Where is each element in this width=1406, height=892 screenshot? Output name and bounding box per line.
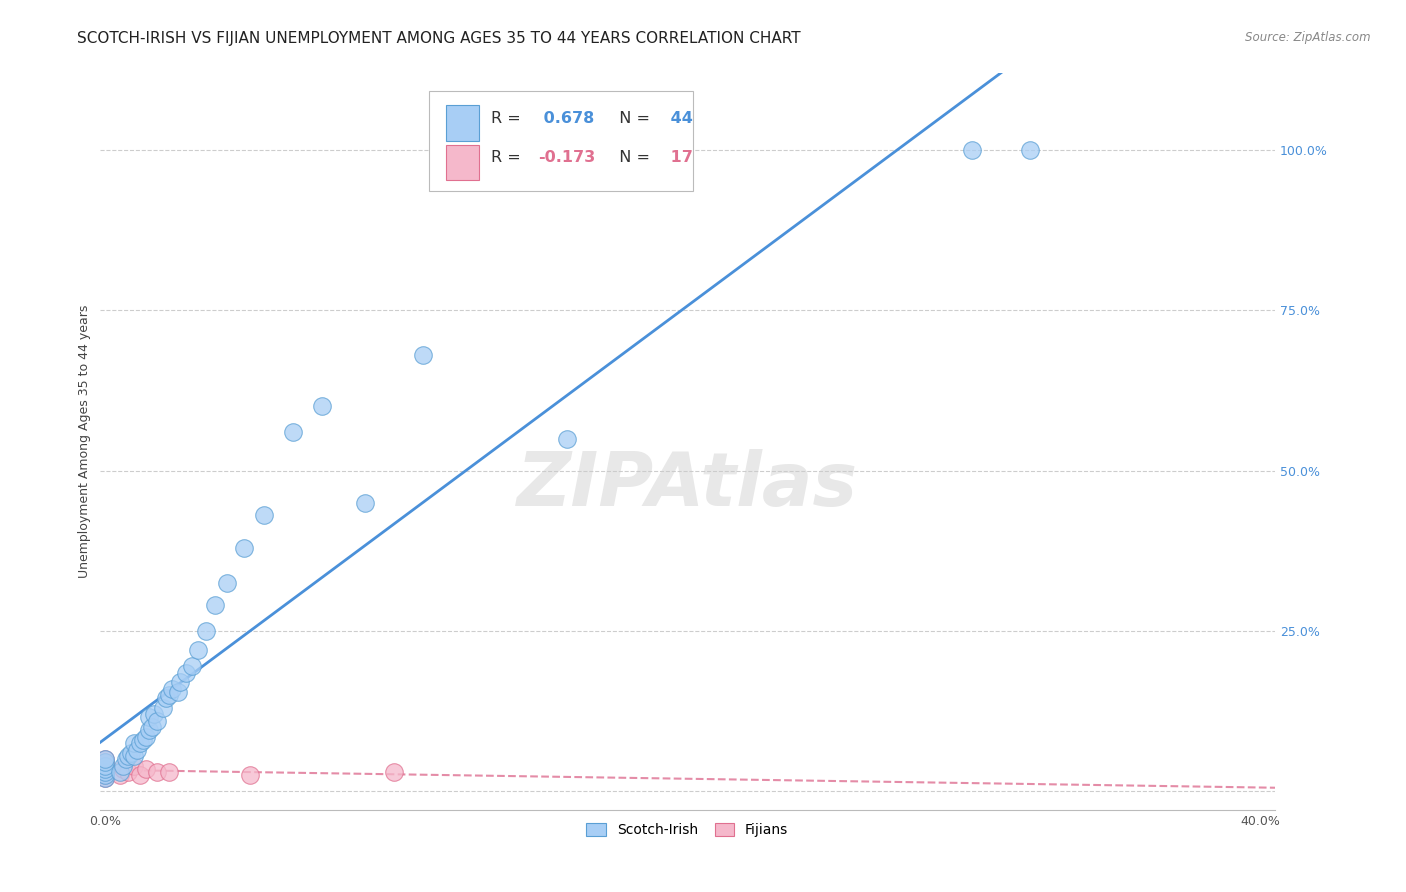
Point xyxy=(108,768,131,782)
Text: N =: N = xyxy=(609,112,655,126)
Text: ZIPAtlas: ZIPAtlas xyxy=(517,450,858,523)
Point xyxy=(382,764,405,779)
Point xyxy=(141,720,163,734)
Point xyxy=(127,742,149,756)
Point xyxy=(94,768,117,782)
Point xyxy=(960,143,983,157)
Text: R =: R = xyxy=(491,150,526,165)
Point xyxy=(94,764,117,779)
Point xyxy=(169,675,191,690)
Point xyxy=(120,746,142,760)
Point xyxy=(135,762,157,776)
Point xyxy=(311,400,333,414)
Text: 0.678: 0.678 xyxy=(538,112,595,126)
Point xyxy=(146,764,169,779)
Point xyxy=(412,348,434,362)
Text: 44: 44 xyxy=(665,112,693,126)
Point xyxy=(117,749,139,764)
Text: Source: ZipAtlas.com: Source: ZipAtlas.com xyxy=(1246,31,1371,45)
Point xyxy=(111,758,134,772)
Text: R =: R = xyxy=(491,112,526,126)
Point xyxy=(181,659,204,673)
Point xyxy=(94,768,117,782)
Point xyxy=(135,730,157,744)
Point xyxy=(215,575,238,590)
Point xyxy=(94,772,117,786)
Point xyxy=(253,508,276,523)
Point xyxy=(122,736,145,750)
Point xyxy=(129,736,152,750)
Point xyxy=(157,764,180,779)
Point xyxy=(94,752,117,766)
Point xyxy=(138,710,160,724)
Point xyxy=(1018,143,1040,157)
Y-axis label: Unemployment Among Ages 35 to 44 years: Unemployment Among Ages 35 to 44 years xyxy=(79,305,91,578)
Text: 17: 17 xyxy=(665,150,693,165)
Text: SCOTCH-IRISH VS FIJIAN UNEMPLOYMENT AMONG AGES 35 TO 44 YEARS CORRELATION CHART: SCOTCH-IRISH VS FIJIAN UNEMPLOYMENT AMON… xyxy=(77,31,801,46)
Point xyxy=(94,762,117,776)
FancyBboxPatch shape xyxy=(446,105,479,141)
Point xyxy=(122,758,145,772)
Point xyxy=(94,764,117,779)
Point xyxy=(122,749,145,764)
Point xyxy=(146,714,169,728)
Text: N =: N = xyxy=(609,150,655,165)
FancyBboxPatch shape xyxy=(446,145,479,180)
FancyBboxPatch shape xyxy=(429,91,693,191)
Point xyxy=(160,681,183,696)
Point xyxy=(143,707,166,722)
Point xyxy=(354,496,377,510)
Point xyxy=(94,752,117,766)
Point xyxy=(94,772,117,786)
Point xyxy=(94,762,117,776)
Point xyxy=(239,768,262,782)
Point xyxy=(94,758,117,772)
Text: -0.173: -0.173 xyxy=(538,150,595,165)
Legend: Scotch-Irish, Fijians: Scotch-Irish, Fijians xyxy=(579,816,796,844)
Point xyxy=(281,425,304,439)
Point xyxy=(129,768,152,782)
Point xyxy=(94,756,117,770)
Point xyxy=(187,643,209,657)
Point xyxy=(195,624,218,638)
Point xyxy=(174,665,197,680)
Point xyxy=(204,599,226,613)
Point xyxy=(138,723,160,738)
Point xyxy=(166,685,188,699)
Point xyxy=(132,733,155,747)
Point xyxy=(233,541,256,555)
Point xyxy=(94,758,117,772)
Point xyxy=(111,762,134,776)
Point xyxy=(557,432,579,446)
Point xyxy=(108,764,131,779)
Point xyxy=(94,756,117,770)
Point xyxy=(157,688,180,702)
Point xyxy=(155,691,177,706)
Point xyxy=(152,701,174,715)
Point xyxy=(117,764,139,779)
Point xyxy=(114,752,136,766)
